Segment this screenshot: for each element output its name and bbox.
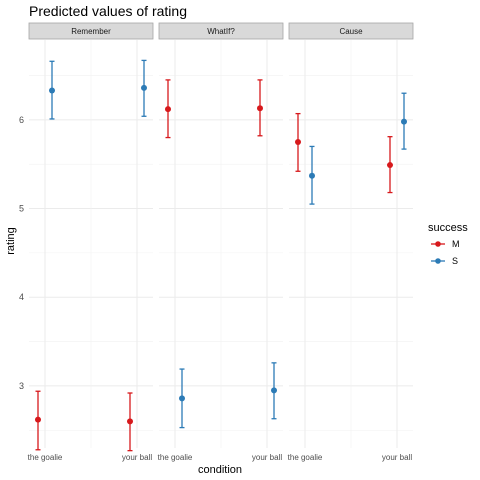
y-axis-ticks: 3 4 5 6 — [19, 115, 24, 391]
data-point-s — [271, 362, 277, 420]
panel-cause: Cause — [288, 22, 414, 448]
x-tick-label: the goalie — [288, 453, 323, 462]
point-marker — [271, 387, 277, 394]
data-point-m — [257, 79, 263, 137]
legend-key-m: M — [431, 239, 460, 249]
point-marker — [387, 162, 393, 169]
legend-keys: MS — [431, 239, 460, 266]
facet-panels: Remember WhatIf? Cause — [28, 22, 414, 452]
data-point-s — [49, 60, 55, 120]
legend: success MS — [428, 222, 468, 266]
x-axis-ticks: the goalie your ball the goalie your ball th… — [28, 453, 413, 462]
point-marker — [127, 418, 133, 425]
data-point-m — [387, 136, 393, 194]
point-marker — [49, 87, 55, 94]
data-point-m — [295, 112, 301, 172]
data-point-m — [127, 392, 133, 452]
point-marker — [309, 172, 315, 179]
legend-label: S — [452, 256, 458, 266]
facet-strip-label: WhatIf? — [207, 27, 235, 36]
x-tick-label: the goalie — [158, 453, 193, 462]
point-marker — [401, 118, 407, 125]
legend-key-marker — [435, 258, 441, 264]
legend-title: success — [428, 222, 468, 234]
point-marker — [141, 84, 147, 91]
y-axis-title: rating — [5, 227, 17, 255]
facet-strip-label: Cause — [339, 27, 363, 36]
chart-title: Predicted values of rating — [29, 3, 187, 19]
x-axis-title: condition — [198, 464, 242, 476]
legend-label: M — [452, 239, 460, 249]
point-marker — [295, 139, 301, 145]
facet-strip — [288, 22, 414, 40]
facet-strip — [158, 22, 284, 40]
point-marker — [165, 106, 171, 113]
data-point-s — [179, 368, 185, 429]
legend-key-marker — [435, 241, 441, 247]
x-tick-label: your ball — [252, 453, 282, 462]
point-marker — [35, 416, 41, 423]
point-marker — [179, 395, 185, 402]
data-point-m — [35, 390, 41, 451]
data-point-s — [141, 59, 147, 117]
x-tick-label: your ball — [382, 453, 412, 462]
x-tick-label: the goalie — [28, 453, 63, 462]
data-point-m — [165, 79, 171, 139]
panel-remember: Remember — [28, 22, 154, 452]
y-tick-label: 3 — [19, 381, 24, 391]
data-point-s — [401, 92, 407, 150]
y-tick-label: 5 — [19, 204, 24, 214]
panel-whatif: WhatIf? — [158, 22, 284, 448]
legend-key-s: S — [431, 256, 458, 266]
y-tick-label: 4 — [19, 292, 24, 302]
x-tick-label: your ball — [122, 453, 152, 462]
point-marker — [257, 105, 263, 112]
facet-strip — [28, 22, 154, 40]
y-tick-label: 6 — [19, 115, 24, 125]
data-point-s — [309, 145, 315, 205]
facet-strip-label: Remember — [71, 27, 111, 36]
